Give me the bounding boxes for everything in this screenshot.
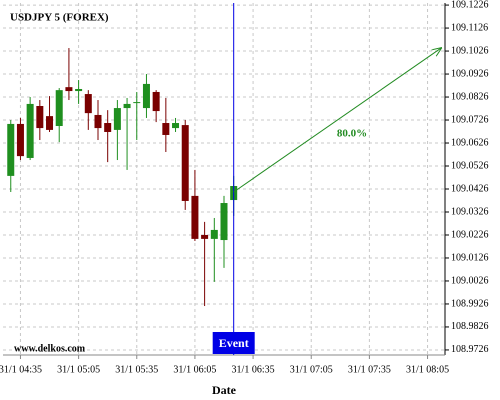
y-tick-label: 109.0026 — [451, 275, 489, 286]
y-tick-label: 109.0526 — [451, 160, 489, 171]
candle-body — [55, 90, 63, 127]
marks — [7, 48, 238, 307]
chart-title: USDJPY 5 (FOREX) — [10, 12, 109, 24]
candle-body — [220, 203, 228, 241]
candle-body — [104, 123, 112, 132]
x-tick-label: 31/1 04:35 — [0, 364, 42, 375]
candle-body — [123, 103, 131, 109]
candle-body — [181, 125, 189, 201]
x-tick-label: 31/1 07:05 — [290, 364, 333, 375]
event-label: Event — [219, 336, 249, 350]
candle-body — [26, 103, 34, 158]
y-tick-label: 109.0726 — [451, 114, 489, 125]
watermark: www.delkos.com — [14, 343, 86, 354]
grid — [3, 3, 445, 355]
x-tick-label: 31/1 06:35 — [232, 364, 275, 375]
y-tick-label: 109.0126 — [451, 252, 489, 263]
candle-body — [113, 108, 121, 130]
candle-body — [191, 195, 199, 239]
candle-body — [152, 91, 160, 112]
y-tick-label: 109.0226 — [451, 229, 489, 240]
candle-body — [7, 123, 15, 176]
candle-body — [133, 102, 141, 104]
y-tick-label: 109.0426 — [451, 183, 489, 194]
x-tick-label: 31/1 08:05 — [406, 364, 449, 375]
candle-body — [75, 88, 83, 92]
event-box — [212, 332, 255, 354]
x-tick-label: 31/1 05:35 — [115, 364, 158, 375]
candle-body — [65, 87, 73, 92]
candle-body — [210, 229, 218, 239]
candle-body — [162, 123, 170, 135]
y-tick-label: 109.1226 — [451, 0, 489, 10]
candle-body — [142, 83, 150, 109]
forecast-label: 80.0% — [337, 128, 367, 140]
y-tick-label: 109.1026 — [451, 45, 489, 56]
candle-body — [36, 106, 44, 129]
y-tick-label: 109.1126 — [451, 22, 488, 33]
y-tick-label: 109.0626 — [451, 137, 489, 148]
candle-body — [94, 114, 102, 129]
candle-body — [84, 94, 92, 114]
y-tick-label: 109.0926 — [451, 68, 489, 79]
forecast-arrow — [233, 48, 441, 193]
y-tick-label: 109.0326 — [451, 206, 489, 217]
candle-body — [16, 123, 24, 157]
y-tick-label: 109.0826 — [451, 91, 489, 102]
candle-body — [46, 116, 54, 130]
x-axis-title: Date — [212, 383, 237, 397]
x-tick-label: 31/1 06:05 — [173, 364, 216, 375]
y-tick-label: 108.9826 — [451, 321, 489, 332]
candle-body — [201, 234, 209, 239]
x-tick-label: 31/1 05:05 — [57, 364, 100, 375]
candle-body — [172, 123, 180, 129]
y-tick-label: 108.9726 — [451, 344, 489, 355]
y-tick-label: 108.9926 — [451, 298, 489, 309]
x-tick-label: 31/1 07:35 — [348, 364, 391, 375]
